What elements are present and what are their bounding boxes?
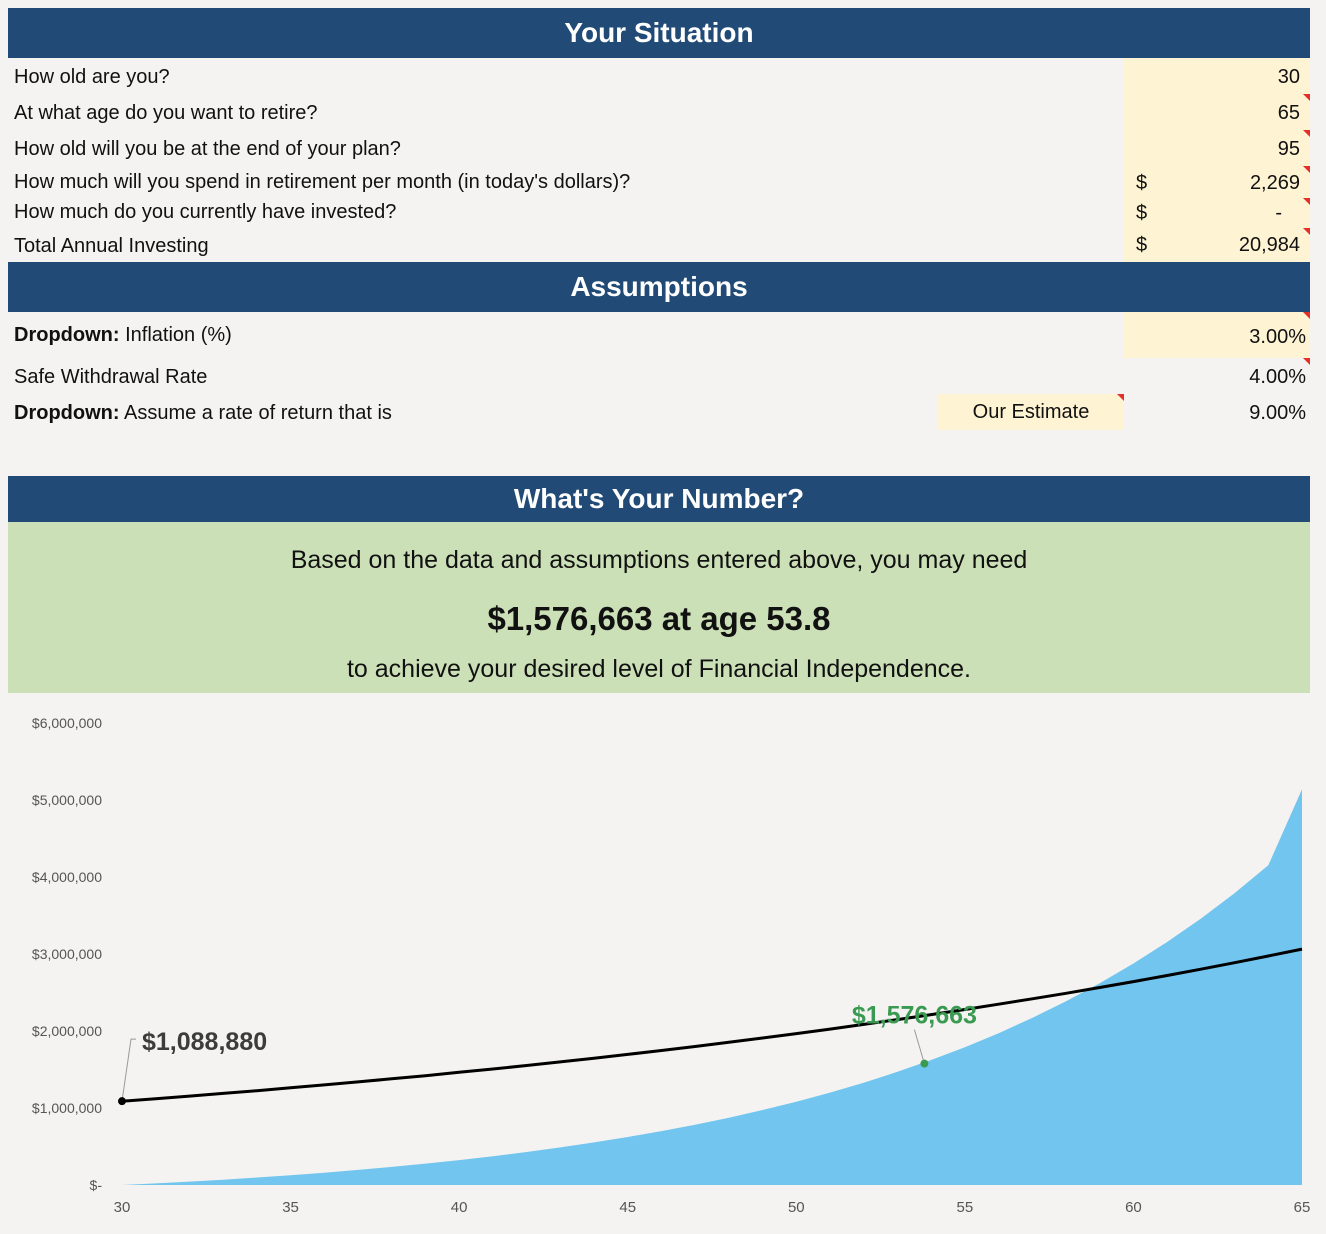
inflation-dropdown[interactable]: 3.00% [1124,312,1310,358]
row-rate-of-return: Dropdown: Assume a rate of return that i… [8,394,1310,430]
monthly-spend-value: 2,269 [1249,172,1300,194]
annual-investing-currency: $ [1136,234,1148,256]
annual-investing-input[interactable]: $ 20,984 [1124,228,1310,262]
return-rate-cell: 9.00% [1124,394,1310,430]
row-annual-investing: Total Annual Investing [8,228,1310,262]
crossing-value-label: $1,576,663 [852,1002,977,1030]
return-dropdown-prefix: Dropdown: [14,402,120,424]
plan-end-age-input[interactable]: 95 [1124,130,1310,166]
start-value-label: $1,088,880 [142,1028,267,1056]
row-current-age: How old are you? [8,58,1310,94]
current-age-label: How old are you? [14,66,170,88]
retire-age-label: At what age do you want to retire? [14,102,318,124]
y-tick-label: $1,000,000 [32,1100,102,1116]
withdrawal-rate-label: Safe Withdrawal Rate [14,366,208,388]
result-intro: Based on the data and assumptions entere… [290,546,1028,574]
comment-indicator-icon [1303,198,1310,205]
x-tick-label: 30 [114,1199,131,1216]
current-invested-input[interactable]: $ - [1124,198,1310,228]
row-retire-age: At what age do you want to retire? [8,94,1310,130]
row-plan-end-age: How old will you be at the end of your p… [8,130,1310,166]
inflation-dropdown-prefix: Dropdown: [14,324,120,346]
number-title: What's Your Number? [513,483,805,514]
x-tick-label: 55 [957,1199,974,1216]
situation-title: Your Situation [564,17,754,48]
crossing-callout-leader [913,1029,925,1064]
y-tick-label: $5,000,000 [32,792,102,808]
return-rate-value: 9.00% [1249,402,1306,424]
annual-investing-label: Total Annual Investing [14,235,209,257]
y-tick-label: $3,000,000 [32,946,102,962]
current-age-input[interactable]: 30 [1124,58,1310,94]
comment-indicator-icon [1303,312,1310,319]
assumptions-title: Assumptions [570,271,748,302]
y-tick-label: $4,000,000 [32,869,102,885]
comment-indicator-icon [1303,228,1310,235]
comment-indicator-icon [1117,394,1124,401]
current-invested-value: - [1275,202,1282,224]
return-estimate-option: Our Estimate [972,400,1090,423]
x-tick-label: 65 [1294,1199,1311,1216]
retire-age-input[interactable]: 65 [1124,94,1310,130]
withdrawal-rate-cell[interactable]: 4.00% [1124,358,1310,394]
result-outro: to achieve your desired level of Financi… [346,655,971,683]
current-invested-currency: $ [1136,202,1148,224]
current-invested-label: How much do you currently have invested? [14,201,397,223]
x-tick-label: 60 [1125,1199,1142,1216]
projection-chart: $- $1,000,000 $2,000,000 $3,000,000 $4,000,0… [32,715,1311,1216]
x-tick-label: 50 [788,1199,805,1216]
crossing-point-marker [920,1059,929,1068]
result-number: $1,576,663 at age 53.8 [487,600,831,637]
retire-age-value: 65 [1277,102,1300,124]
comment-indicator-icon [1303,94,1310,101]
current-age-value: 30 [1277,66,1300,88]
monthly-spend-input[interactable]: $ 2,269 [1124,166,1310,198]
x-tick-label: 45 [619,1199,636,1216]
plan-end-age-value: 95 [1277,138,1300,160]
return-estimate-dropdown[interactable]: Our Estimate [938,394,1124,430]
assumptions-header: Assumptions [8,262,1310,312]
return-label: Assume a rate of return that is [119,402,392,424]
target-number-line [121,947,1303,1103]
x-tick-label: 35 [282,1199,299,1216]
comment-indicator-icon [1303,166,1310,173]
row-monthly-spend: How much will you spend in retirement pe… [8,166,1310,198]
inflation-value: 3.00% [1249,326,1306,348]
plan-end-age-label: How old will you be at the end of your p… [14,138,401,160]
situation-header: Your Situation [8,8,1310,58]
monthly-spend-label: How much will you spend in retirement pe… [14,171,631,193]
x-tick-label: 40 [451,1199,468,1216]
start-point-marker [118,1097,126,1106]
annual-investing-value: 20,984 [1238,234,1300,256]
y-tick-label: $2,000,000 [32,1023,102,1039]
number-header: What's Your Number? [8,476,1310,522]
row-inflation: Dropdown: Inflation (%) [8,312,1310,358]
row-current-invested: How much do you currently have invested? [8,198,1310,228]
inflation-label: Inflation (%) [119,324,232,346]
monthly-spend-currency: $ [1136,172,1148,194]
portfolio-area-series [122,789,1302,1185]
withdrawal-rate-value: 4.00% [1249,366,1306,388]
y-tick-label: $- [90,1177,103,1193]
comment-indicator-icon [1303,130,1310,137]
row-withdrawal-rate: Safe Withdrawal Rate [8,358,1310,394]
start-callout-leader [121,1038,136,1102]
comment-indicator-icon [1303,358,1310,365]
y-tick-label: $6,000,000 [32,715,102,731]
result-box: Based on the data and assumptions entere… [8,522,1310,693]
